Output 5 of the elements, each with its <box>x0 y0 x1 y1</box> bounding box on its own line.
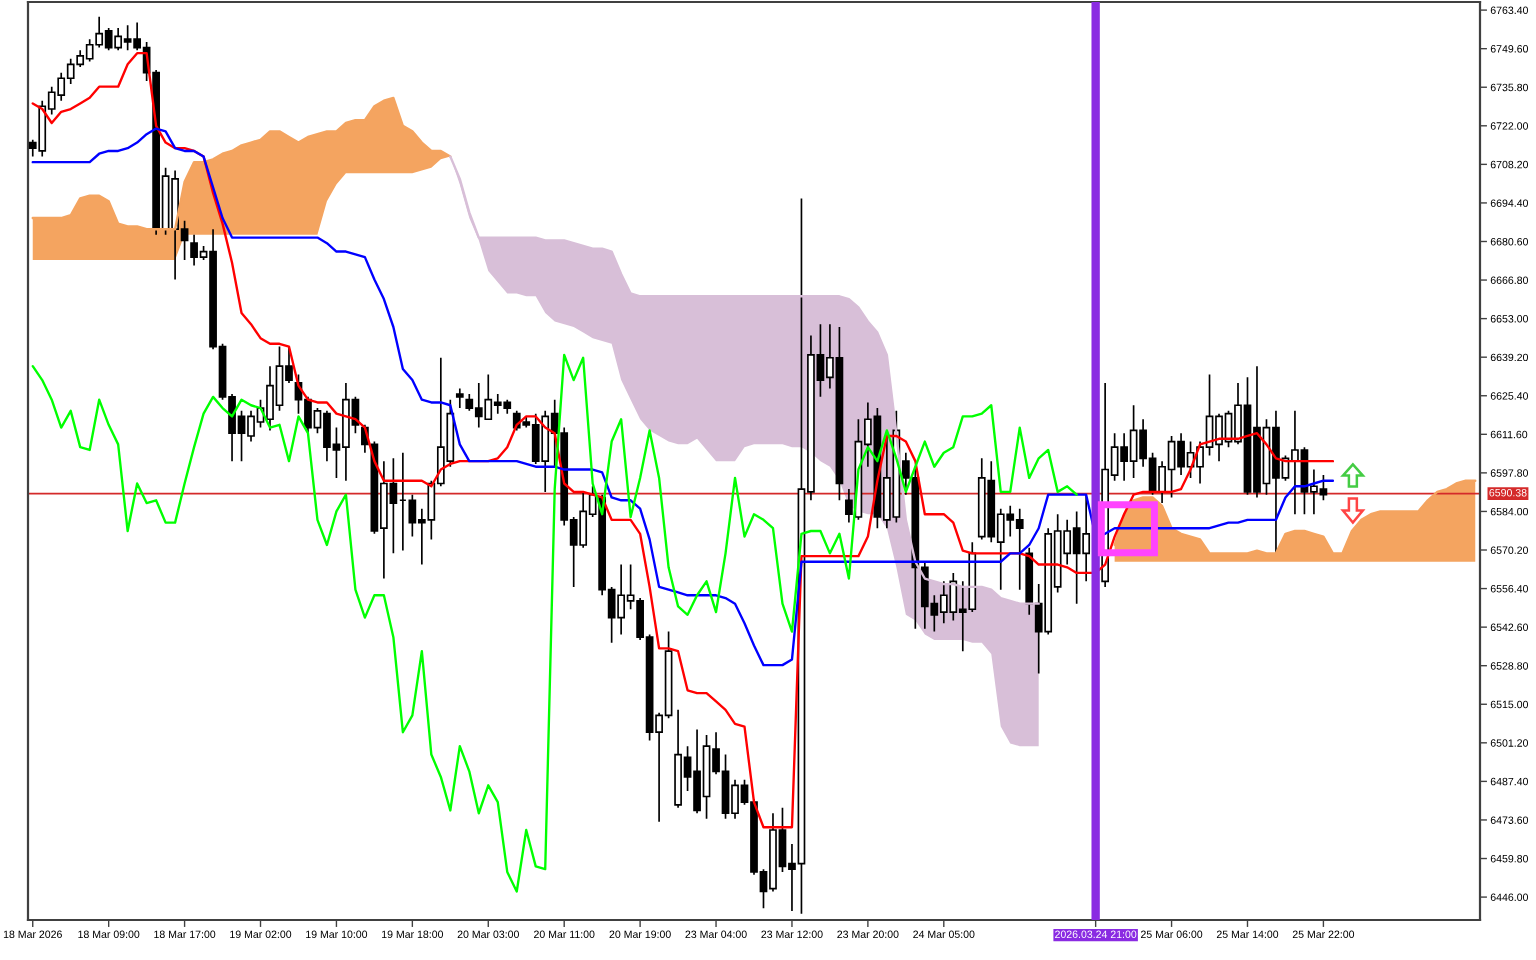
line-series <box>31 127 1335 667</box>
line-series <box>31 51 1335 829</box>
line-series <box>31 353 1078 893</box>
candlestick <box>1025 546 1034 616</box>
candlestick <box>455 387 464 409</box>
